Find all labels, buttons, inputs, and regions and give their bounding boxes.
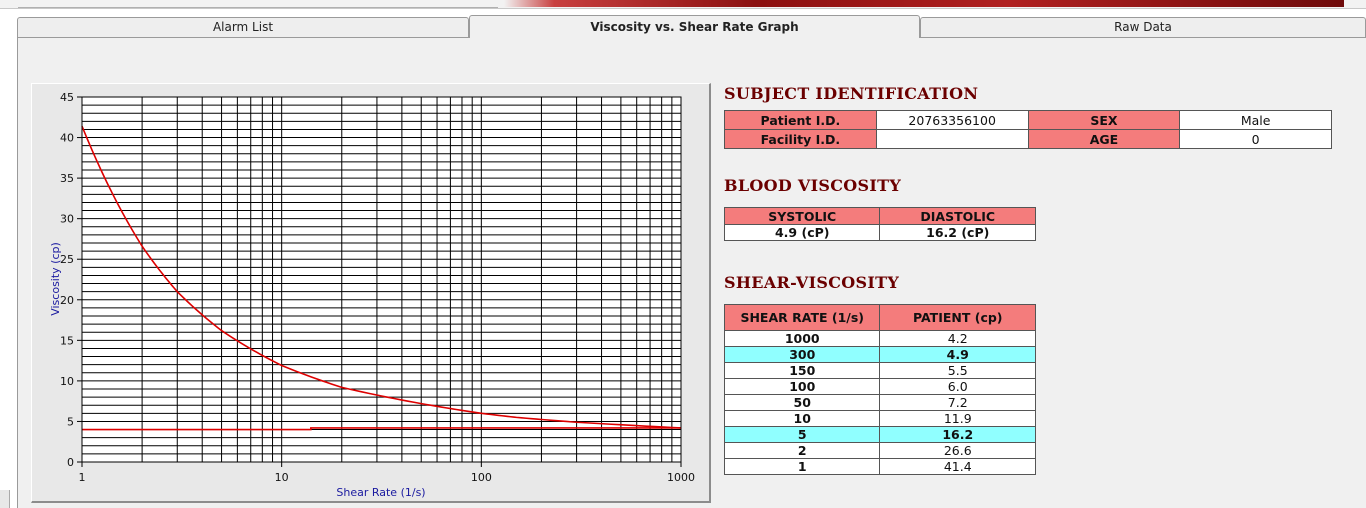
sex-value: Male bbox=[1179, 110, 1332, 130]
chart-series bbox=[81, 125, 682, 431]
shear-rate-cell: 150 bbox=[723, 362, 881, 379]
shear-viscosity-title: SHEAR-VISCOSITY bbox=[724, 273, 900, 292]
tab-alarm-list[interactable]: Alarm List bbox=[17, 17, 469, 37]
scrollbar-edge[interactable] bbox=[0, 490, 10, 508]
patient-id-label: Patient I.D. bbox=[724, 110, 877, 130]
y-tick-label: 40 bbox=[60, 132, 74, 145]
shear-rate-header: SHEAR RATE (1/s) bbox=[723, 304, 881, 331]
shear-rate-cell: 1000 bbox=[723, 330, 881, 347]
y-axis-ticks: 0 5 10 15 20 25 30 35 40 45 bbox=[60, 91, 82, 469]
shear-rate-cell: 1 bbox=[723, 458, 881, 475]
subject-table: Patient I.D. 20763356100 SEX Male Facili… bbox=[724, 110, 1332, 149]
table-row: 5 16.2 bbox=[723, 426, 1036, 443]
table-row: 2 26.6 bbox=[723, 442, 1036, 459]
patient-cp-cell: 6.0 bbox=[879, 378, 1036, 395]
patient-cp-header: PATIENT (cp) bbox=[879, 304, 1036, 331]
systolic-value: 4.9 (cP) bbox=[723, 224, 881, 241]
patient-cp-cell: 5.5 bbox=[879, 362, 1036, 379]
diastolic-value: 16.2 (cP) bbox=[879, 224, 1036, 241]
shear-rate-cell: 100 bbox=[723, 378, 881, 395]
sex-label: SEX bbox=[1027, 110, 1181, 130]
blood-viscosity-title: BLOOD VISCOSITY bbox=[724, 176, 902, 195]
y-tick-label: 30 bbox=[60, 213, 74, 226]
tab-raw-data[interactable]: Raw Data bbox=[920, 17, 1366, 37]
chart-canvas: 0 5 10 15 20 25 30 35 40 45 1 10 100 1000 Shear Rate… bbox=[49, 91, 695, 499]
x-axis-ticks: 1 10 100 1000 bbox=[79, 462, 695, 484]
patient-cp-cell: 4.2 bbox=[879, 330, 1036, 347]
table-row: 150 5.5 bbox=[723, 362, 1036, 379]
shear-rate-cell: 300 bbox=[723, 346, 881, 363]
x-tick-label: 100 bbox=[471, 471, 492, 484]
facility-id-value bbox=[875, 129, 1029, 149]
shear-rate-cell: 5 bbox=[723, 426, 881, 443]
top-divider bbox=[18, 0, 498, 8]
shear-rate-cell: 2 bbox=[723, 442, 881, 459]
table-row: 1000 4.2 bbox=[723, 330, 1036, 347]
viscosity-chart: 0 5 10 15 20 25 30 35 40 45 1 10 100 1000 Shear Rate… bbox=[31, 83, 711, 503]
facility-id-label: Facility I.D. bbox=[724, 129, 877, 149]
plot-area bbox=[82, 97, 681, 462]
y-tick-label: 15 bbox=[60, 334, 74, 347]
y-tick-label: 10 bbox=[60, 375, 74, 388]
age-value: 0 bbox=[1179, 129, 1332, 149]
patient-cp-cell: 7.2 bbox=[879, 394, 1036, 411]
patient-cp-cell: 11.9 bbox=[879, 410, 1036, 427]
y-tick-label: 0 bbox=[67, 456, 74, 469]
y-tick-label: 25 bbox=[60, 253, 74, 266]
header-banner-image bbox=[504, 0, 1344, 7]
shear-viscosity-table: SHEAR RATE (1/s) PATIENT (cp) 1000 4.2 300… bbox=[723, 304, 1036, 475]
patient-cp-cell: 41.4 bbox=[879, 458, 1036, 475]
patient-id-value: 20763356100 bbox=[875, 110, 1029, 130]
y-tick-label: 5 bbox=[67, 415, 74, 428]
series-line bbox=[82, 427, 681, 431]
diastolic-label: DIASTOLIC bbox=[879, 207, 1036, 225]
subject-identification-title: SUBJECT IDENTIFICATION bbox=[724, 84, 979, 103]
patient-cp-cell: 16.2 bbox=[879, 426, 1036, 443]
plot-border bbox=[81, 96, 682, 463]
y-axis-label: Viscosity (cp) bbox=[49, 242, 62, 316]
patient-cp-cell: 26.6 bbox=[879, 442, 1036, 459]
systolic-label: SYSTOLIC bbox=[723, 207, 881, 225]
x-tick-label: 1 bbox=[79, 471, 86, 484]
x-tick-label: 1000 bbox=[667, 471, 695, 484]
x-tick-label: 10 bbox=[275, 471, 289, 484]
y-tick-label: 45 bbox=[60, 91, 74, 104]
chart-grid bbox=[82, 97, 681, 462]
table-row: 50 7.2 bbox=[723, 394, 1036, 411]
series-line bbox=[81, 125, 682, 429]
age-label: AGE bbox=[1027, 129, 1181, 149]
shear-rate-cell: 50 bbox=[723, 394, 881, 411]
table-row: 300 4.9 bbox=[723, 346, 1036, 363]
y-tick-label: 20 bbox=[60, 294, 74, 307]
x-axis-label: Shear Rate (1/s) bbox=[336, 486, 425, 499]
y-tick-label: 35 bbox=[60, 172, 74, 185]
table-row: 100 6.0 bbox=[723, 378, 1036, 395]
table-row: 1 41.4 bbox=[723, 458, 1036, 475]
patient-cp-cell: 4.9 bbox=[879, 346, 1036, 363]
tab-bar: Alarm List Viscosity vs. Shear Rate Grap… bbox=[17, 15, 1366, 38]
window-top-strip bbox=[0, 0, 1366, 9]
shear-rate-cell: 10 bbox=[723, 410, 881, 427]
blood-viscosity-table: SYSTOLIC DIASTOLIC 4.9 (cP) 16.2 (cP) bbox=[723, 207, 1036, 241]
tab-viscosity-graph[interactable]: Viscosity vs. Shear Rate Graph bbox=[469, 15, 920, 38]
table-row: 10 11.9 bbox=[723, 410, 1036, 427]
